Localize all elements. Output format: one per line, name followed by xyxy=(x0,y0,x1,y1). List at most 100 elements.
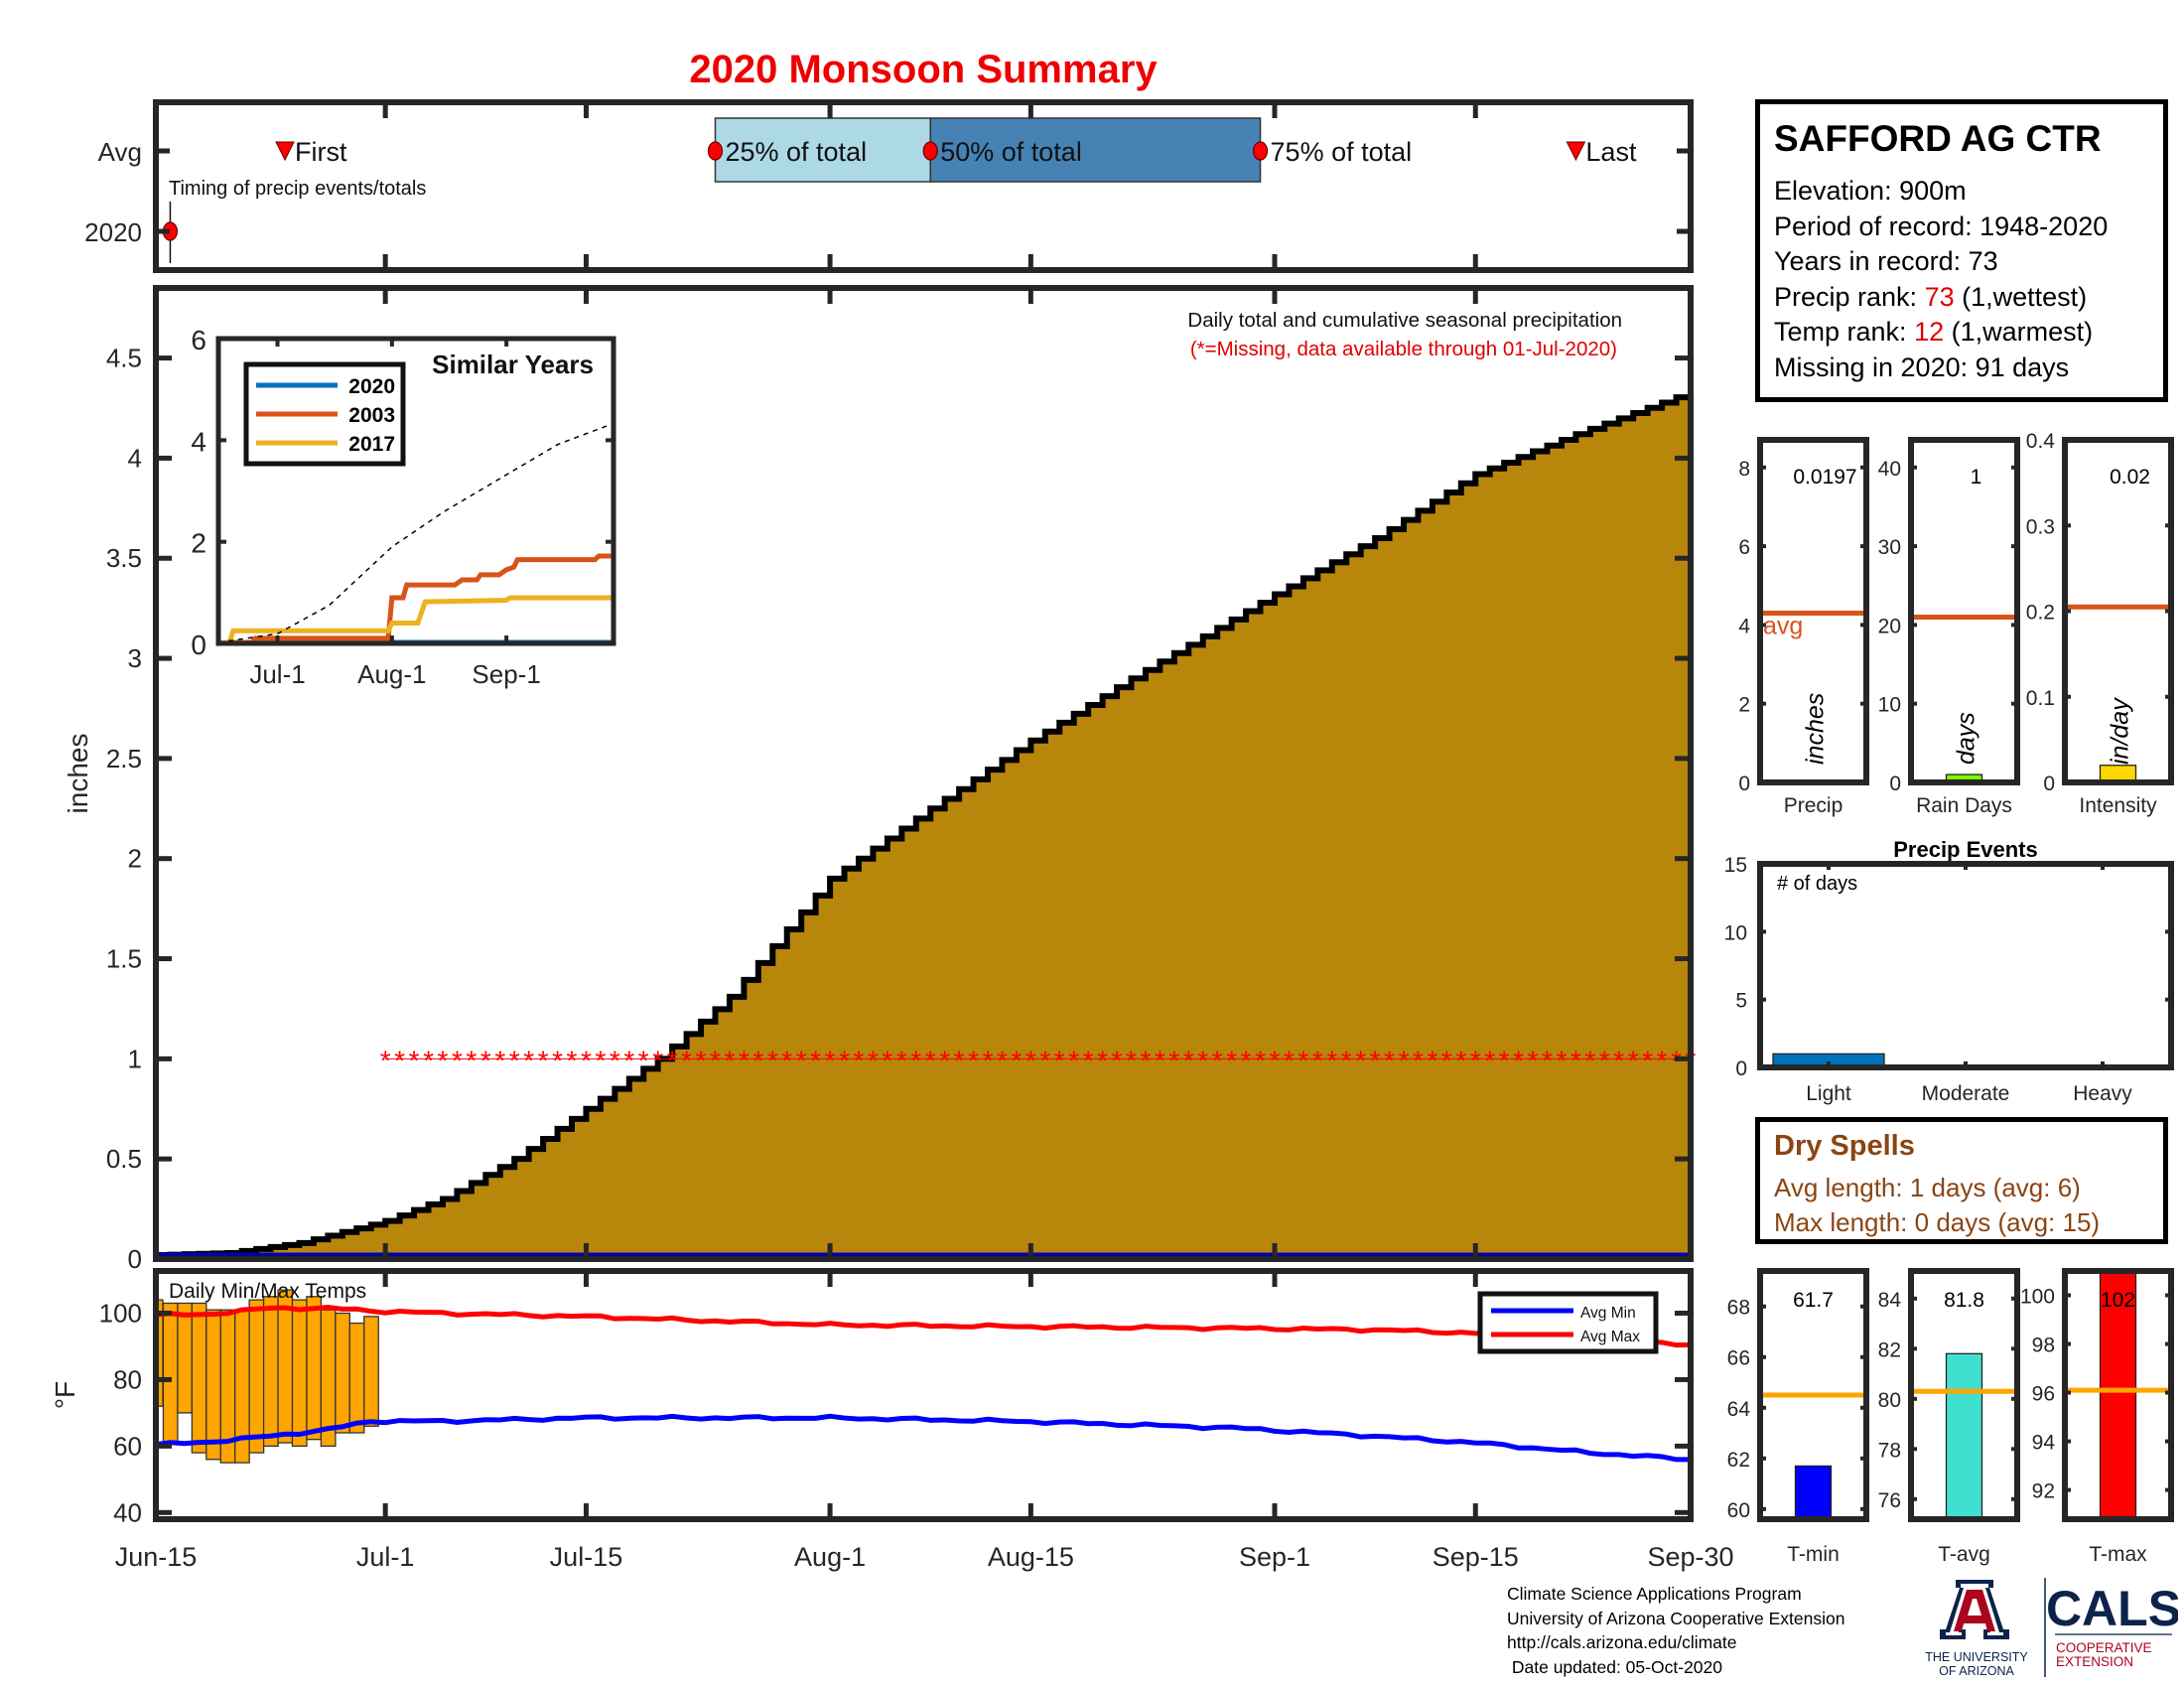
precip-events-category: Moderate xyxy=(1922,1082,2010,1105)
ytick-label: 84 xyxy=(1878,1289,1902,1312)
inset-ytick-label: 6 xyxy=(191,325,206,355)
timing-marker-label: First xyxy=(295,137,347,167)
missing-marker: * xyxy=(667,1045,678,1075)
station-name: SAFFORD AG CTR xyxy=(1774,118,2102,159)
daily-temp-bar xyxy=(335,1312,350,1434)
missing-marker: * xyxy=(581,1045,592,1075)
missing-marker: * xyxy=(1384,1045,1395,1075)
daily-temp-bar xyxy=(277,1289,294,1444)
missing-marker: * xyxy=(552,1045,563,1075)
inset-line-avg-dashed- xyxy=(217,422,614,643)
missing-marker: * xyxy=(1355,1045,1366,1075)
ytick-label: 4 xyxy=(128,443,142,473)
missing-marker: * xyxy=(1657,1045,1668,1075)
missing-marker: * xyxy=(681,1045,692,1075)
bar-category-label: Intensity xyxy=(2079,794,2157,817)
daily-temp-bar xyxy=(363,1316,379,1427)
footer-url[interactable]: http://cals.arizona.edu/climate xyxy=(1507,1632,1737,1652)
ytick-label: 3.5 xyxy=(106,543,142,573)
missing-marker: * xyxy=(968,1045,979,1075)
bar-category-label: Precip xyxy=(1784,794,1843,817)
missing-marker: * xyxy=(810,1045,821,1075)
legend-label-avg-max: Avg Max xyxy=(1580,1329,1640,1345)
missing-marker: * xyxy=(1528,1045,1539,1075)
missing-marker: * xyxy=(710,1045,721,1075)
missing-marker: * xyxy=(1068,1045,1079,1075)
missing-marker: * xyxy=(1168,1045,1179,1075)
footer-credits: Climate Science Applications Program Uni… xyxy=(1507,1582,1844,1679)
temp-rank-value: 12 xyxy=(1914,317,1945,347)
temperature-bar-charts: 60 62 64 66 68 61.7 T-min 76 78 80 82 84 81.8 T-avg 92… xyxy=(1727,1268,2174,1566)
station-missing: Missing in 2020: 91 days xyxy=(1774,352,2070,382)
ytick-label: 100 xyxy=(2020,1286,2055,1309)
inset-ytick-label: 4 xyxy=(191,426,206,457)
ytick-label: 68 xyxy=(1727,1297,1750,1320)
temp-legend-box xyxy=(1477,1291,1659,1354)
timing-marker-circle-1 xyxy=(707,141,724,161)
ytick-label: 8 xyxy=(1738,458,1750,481)
quartile-band-25-50 xyxy=(714,117,931,183)
missing-marker: * xyxy=(896,1045,907,1075)
ytick-label: 2.5 xyxy=(106,744,142,774)
missing-marker: * xyxy=(1427,1045,1437,1075)
bar-value-label: 102 xyxy=(2101,1289,2135,1312)
timing-marker-label: 50% of total xyxy=(940,137,1082,167)
temp-rank-label: Temp rank: xyxy=(1774,317,1915,347)
daily-temp-bar xyxy=(248,1299,265,1454)
missing-marker: * xyxy=(1455,1045,1466,1075)
daily-temp-bar xyxy=(306,1296,323,1441)
missing-marker: * xyxy=(1326,1045,1337,1075)
bar-unit-label: in/day xyxy=(2107,697,2134,765)
missing-marker: * xyxy=(1241,1045,1252,1075)
station-elevation: Elevation: 900m xyxy=(1774,176,1967,206)
inset-ytick-label: 0 xyxy=(191,630,206,660)
ytick-label: 15 xyxy=(1724,854,1747,877)
ytick-label: 2 xyxy=(1738,694,1750,717)
missing-marker: * xyxy=(1312,1045,1323,1075)
ytick-label: 0.4 xyxy=(2026,430,2056,453)
missing-marker: * xyxy=(409,1045,420,1075)
missing-marker: * xyxy=(925,1045,936,1075)
bar-value-label: 0.02 xyxy=(2110,466,2150,489)
ytick-label: 82 xyxy=(1878,1338,1901,1361)
ytick-label: 0.2 xyxy=(2026,602,2055,625)
dry-spells-max-length: Max length: 0 days (avg: 15) xyxy=(1774,1207,2101,1237)
ytick-label: 4 xyxy=(1738,615,1750,637)
missing-marker: * xyxy=(1197,1045,1208,1075)
missing-marker: * xyxy=(480,1045,491,1075)
temp-bar-frame xyxy=(2062,1268,2174,1522)
page-title: 2020 Monsoon Summary xyxy=(689,48,1158,91)
precip-events-title: Precip Events xyxy=(1893,837,2038,862)
missing-marker: * xyxy=(567,1045,578,1075)
timing-marker-triangle-4 xyxy=(1566,141,1586,162)
ytick-label: 0 xyxy=(1735,1057,1747,1080)
missing-marker: * xyxy=(652,1045,663,1075)
missing-marker: * xyxy=(1141,1045,1152,1075)
quartile-band-50-75 xyxy=(929,117,1262,183)
footer-university: University of Arizona Cooperative Extens… xyxy=(1507,1608,1845,1628)
temp-chart-label: Daily Min/Max Temps xyxy=(169,1280,366,1303)
ytick-label: 60 xyxy=(1727,1499,1750,1522)
missing-marker: * xyxy=(839,1045,850,1075)
missing-marker: * xyxy=(796,1045,807,1075)
station-info-box: SAFFORD AG CTR Elevation: 900m Period of… xyxy=(1755,99,2168,402)
missing-marker: * xyxy=(1297,1045,1308,1075)
small-chart-frame xyxy=(2062,437,2174,785)
ytick-label: 0 xyxy=(1889,773,1901,795)
daily-temp-bar xyxy=(348,1322,365,1434)
precip-events-chart: Precip Events # of days Light Moderate Heavy… xyxy=(1724,837,2174,1105)
xtick-label: Sep-1 xyxy=(1239,1542,1310,1572)
ytick-label: 20 xyxy=(1878,615,1901,637)
ytick-label: 1 xyxy=(128,1044,142,1073)
missing-marker: * xyxy=(868,1045,879,1075)
missing-marker: * xyxy=(854,1045,865,1075)
ua-line1: THE UNIVERSITY xyxy=(1925,1650,2028,1664)
bar-category-label: Rain Days xyxy=(1916,794,2012,817)
ytick-label: 40 xyxy=(1878,458,1901,481)
daily-temp-bar xyxy=(262,1296,279,1448)
ytick-label: 10 xyxy=(1724,921,1747,944)
timing-caption: Timing of precip events/totals xyxy=(169,178,426,200)
timing-panel-frame xyxy=(153,99,1694,273)
missing-marker: * xyxy=(438,1045,449,1075)
